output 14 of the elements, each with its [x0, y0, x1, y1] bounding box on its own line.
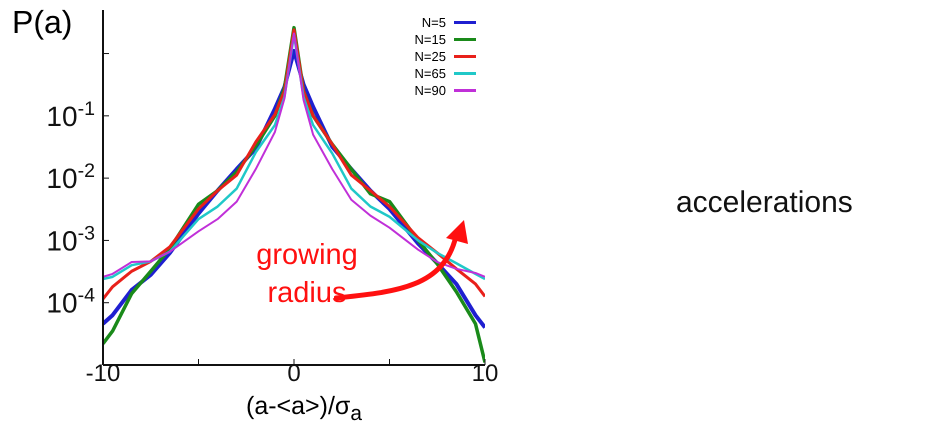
y-tick-label: 10$^{-2}$ [46, 160, 95, 194]
y-tick-label: 10$^{-1}$ [46, 98, 95, 132]
legend-label: N=65 [414, 65, 446, 82]
legend-label: N=90 [414, 82, 446, 99]
x-tick-label: 10 [472, 360, 498, 387]
y-tick-label: 10$^{-3}$ [46, 222, 96, 256]
legend-label: N=15 [414, 31, 446, 48]
y-tick-label: 10$^{-4}$ [46, 284, 96, 319]
x-axis-title: (a-<a>)/σ$_{a}$ [246, 392, 362, 426]
y-axis-title: P(a) [12, 4, 72, 41]
legend-label: N=25 [414, 48, 446, 65]
text: accelerations [676, 186, 853, 220]
legend-label: N=5 [422, 14, 446, 31]
annotation: growing radius [255, 238, 359, 311]
